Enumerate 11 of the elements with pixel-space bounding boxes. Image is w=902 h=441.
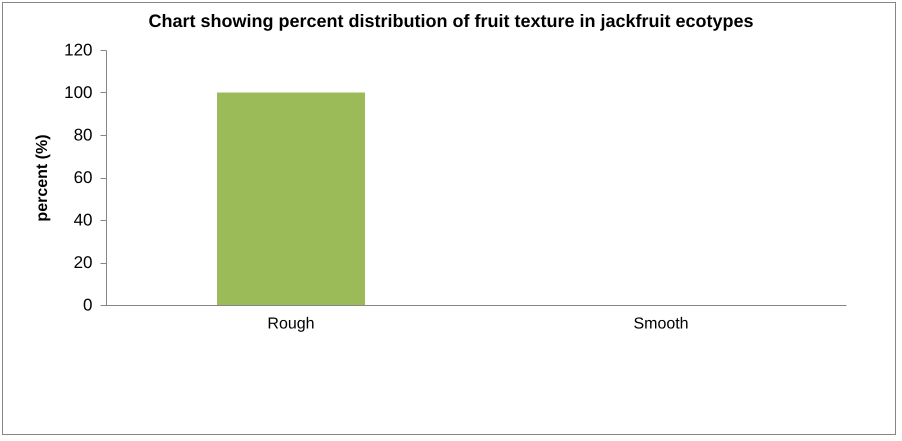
y-tick-label: 20 (74, 253, 92, 272)
y-tick-label: 0 (83, 296, 92, 314)
y-tick-label: 100 (64, 83, 92, 102)
y-tick-label: 120 (64, 40, 92, 60)
y-tick-label: 40 (74, 210, 92, 230)
chart-title: Chart showing percent distribution of fruit texture in jackfruit ecotypes (148, 11, 754, 31)
x-tick-label: Rough (267, 316, 315, 332)
y-tick-label: 80 (74, 126, 92, 144)
y-tick-label: 60 (74, 168, 92, 187)
x-tick-label: Smooth (633, 316, 689, 332)
y-axis-title: percent (%) (34, 134, 52, 222)
